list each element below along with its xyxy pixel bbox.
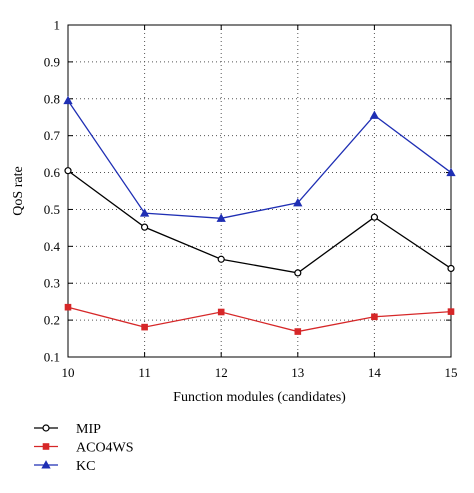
x-tick-label: 13 xyxy=(291,365,304,380)
y-tick-label: 0.6 xyxy=(44,165,61,180)
data-point-mip xyxy=(64,167,72,175)
data-point-mip xyxy=(447,264,455,273)
y-tick-label: 0.2 xyxy=(44,313,60,328)
y-tick-label: 1 xyxy=(54,18,61,33)
y-axis-label: QoS rate xyxy=(11,166,26,215)
y-tick-label: 0.4 xyxy=(44,239,61,254)
data-point-kc xyxy=(216,213,226,222)
y-tick-label: 0.1 xyxy=(44,350,60,365)
y-tick-label: 0.9 xyxy=(44,54,60,69)
legend-marker xyxy=(42,443,50,450)
legend-label: KC xyxy=(76,459,95,474)
legend-marker xyxy=(41,460,51,469)
data-point-aco4ws xyxy=(294,328,302,335)
x-tick-label: 10 xyxy=(62,365,75,380)
data-point-kc xyxy=(63,95,73,105)
x-tick-label: 15 xyxy=(445,365,458,380)
x-tick-label: 12 xyxy=(215,365,228,380)
y-tick-label: 0.5 xyxy=(44,202,60,217)
series-mip xyxy=(64,167,455,277)
series-line-aco4ws xyxy=(67,306,452,333)
data-point-mip xyxy=(141,223,149,231)
data-point-aco4ws xyxy=(141,323,148,331)
legend-item-mip: MIP xyxy=(34,422,101,437)
data-point-mip xyxy=(294,269,302,277)
legend-label: MIP xyxy=(76,422,101,437)
grid xyxy=(68,25,451,357)
series-aco4ws xyxy=(64,303,455,335)
series-line-kc xyxy=(67,100,452,219)
x-axis-label: Function modules (candidates) xyxy=(173,390,346,405)
data-point-mip xyxy=(217,255,225,263)
legend-label: ACO4WS xyxy=(76,441,134,456)
data-point-aco4ws xyxy=(371,313,378,321)
legend-item-kc: KC xyxy=(34,459,95,474)
data-point-kc xyxy=(293,197,303,207)
y-tick-label: 0.3 xyxy=(44,276,60,291)
series-group xyxy=(63,95,456,335)
data-point-kc xyxy=(446,167,456,177)
y-tick-label: 0.8 xyxy=(44,91,60,106)
legend-item-aco4ws: ACO4WS xyxy=(34,441,134,456)
axis-ticks: 10 11 12 13 14 15 0.1 0.2 0.3 0.4 0.5 0.6 0.7 0.8 0.9 1 xyxy=(44,18,458,381)
legend: MIP ACO4WS KC xyxy=(34,422,134,474)
plot-frame xyxy=(67,24,452,358)
x-tick-label: 11 xyxy=(138,365,151,380)
data-point-aco4ws xyxy=(64,303,72,311)
data-point-kc xyxy=(139,208,150,217)
data-point-aco4ws xyxy=(217,308,225,316)
data-point-mip xyxy=(370,213,378,221)
x-tick-label: 14 xyxy=(368,365,382,380)
series-kc xyxy=(63,95,456,222)
legend-marker xyxy=(42,424,50,432)
y-tick-label: 0.7 xyxy=(44,128,61,143)
data-point-aco4ws xyxy=(447,308,455,315)
series-line-mip xyxy=(67,170,452,274)
data-point-kc xyxy=(369,110,380,119)
